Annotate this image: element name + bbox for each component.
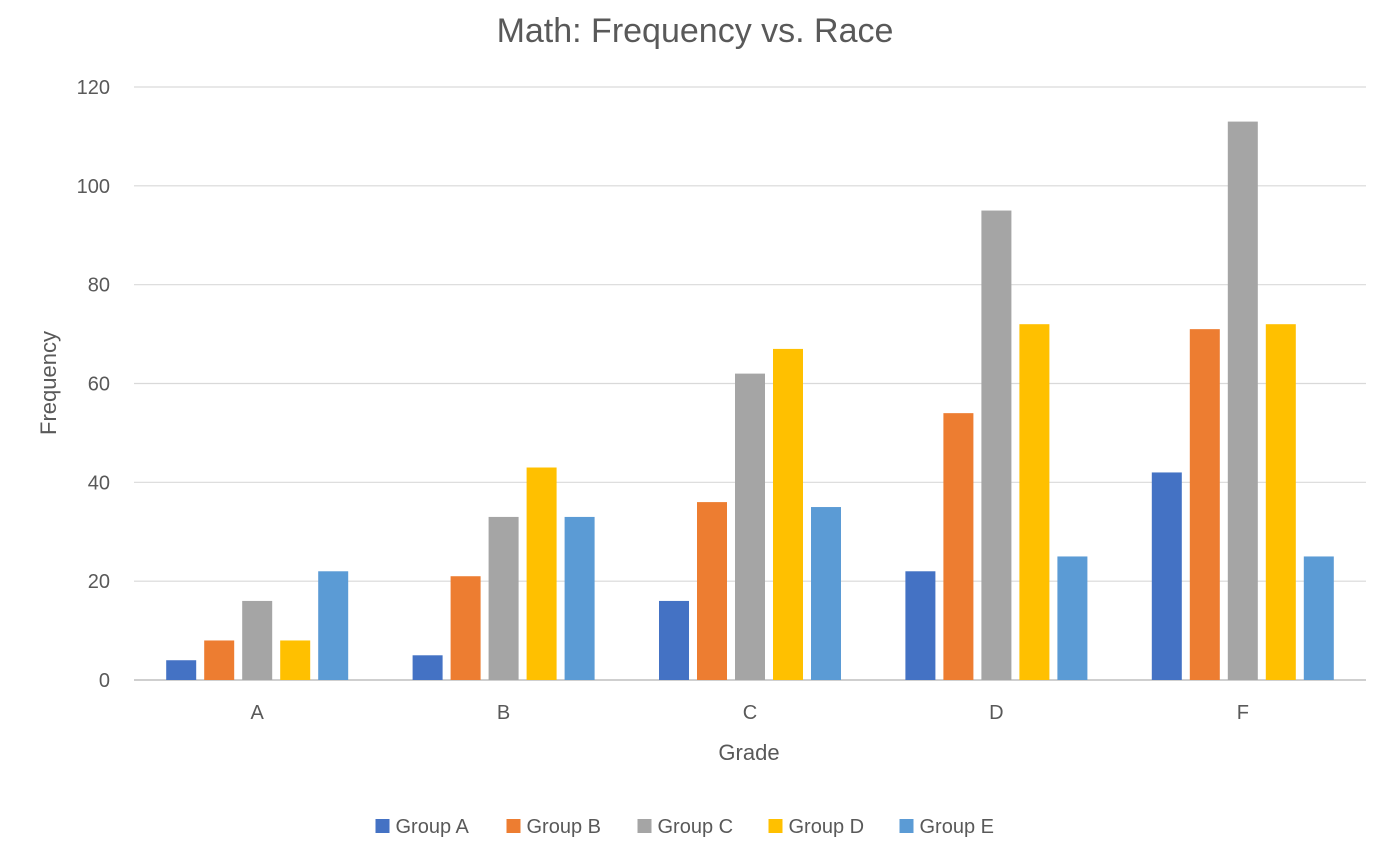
bar-group-d-f (1265, 324, 1296, 680)
bar-group-c-c (735, 373, 765, 680)
chart-title: Math: Frequency vs. Race (497, 12, 894, 50)
legend-swatch (506, 819, 521, 833)
y-tick-label: 20 (88, 571, 110, 593)
bar-group-a-a (166, 660, 197, 680)
legend-swatch (637, 819, 652, 833)
bar-group-e-d (1057, 556, 1088, 680)
x-tick-label: D (989, 702, 1003, 724)
legend-label: Group E (920, 816, 994, 838)
y-tick-label: 80 (88, 275, 110, 297)
x-tick-label: C (743, 702, 757, 724)
bar-group-a-d (905, 571, 936, 680)
legend-swatch (899, 819, 914, 833)
bar-group-c-f (1227, 121, 1258, 680)
y-tick-label: 0 (99, 670, 110, 692)
bar-group-d-b (526, 467, 557, 680)
bar-group-a-c (659, 600, 689, 680)
bar-group-b-f (1189, 329, 1220, 680)
legend-label: Group A (396, 816, 470, 838)
bar-group-b-c (697, 502, 727, 680)
bar-group-e-c (811, 507, 841, 680)
y-tick-label: 120 (77, 77, 110, 99)
bar-group-e-b (564, 516, 595, 680)
bar-group-a-f (1151, 472, 1182, 680)
legend: Group A Group B Group C Group D Group E (375, 816, 994, 838)
bar-group-d-d (1019, 324, 1050, 680)
y-axis-title: Frequency (36, 331, 61, 435)
bar-group-b-a (204, 640, 235, 680)
bar-group-c-d (981, 210, 1012, 680)
legend-label: Group B (527, 816, 601, 838)
bar-group-e-a (318, 571, 349, 680)
x-tick-label: B (497, 702, 510, 724)
legend-swatch (768, 819, 783, 833)
y-tick-label: 100 (77, 176, 110, 198)
x-tick-label: A (251, 702, 265, 724)
bar-group-b-d (943, 413, 974, 680)
y-tick-label: 60 (88, 374, 110, 396)
bar-group-c-a (242, 600, 273, 680)
y-axis-ticks: 0 20 40 60 80 100 120 (77, 77, 110, 692)
y-tick-label: 40 (88, 472, 110, 494)
bar-group-b-b (450, 576, 481, 680)
bar-group-e-f (1303, 556, 1334, 680)
legend-label: Group D (789, 816, 865, 838)
x-axis-title: Grade (718, 740, 779, 765)
x-tick-label: F (1237, 702, 1249, 724)
legend-swatch (375, 819, 390, 833)
legend-label: Group C (658, 816, 734, 838)
bar-group-c-b (488, 516, 519, 680)
bar-group-d-a (280, 640, 311, 680)
bars (166, 121, 1334, 680)
bar-group-d-c (773, 348, 803, 680)
bar-group-a-b (412, 655, 443, 680)
